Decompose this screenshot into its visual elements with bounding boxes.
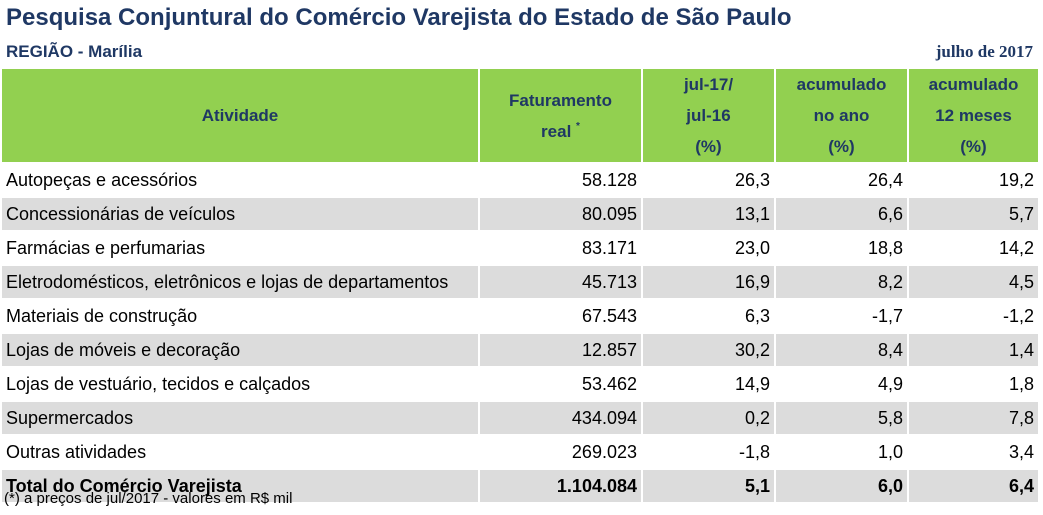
column-header-ytd-line2: no ano (813, 106, 870, 125)
revenue-cell: 434.094 (480, 400, 643, 434)
yoy-cell: 13,1 (643, 196, 776, 230)
total-12m-cell: 6,4 (909, 468, 1038, 502)
table-row: Outras atividades 269.023 -1,8 1,0 3,4 (2, 434, 1038, 468)
column-header-12m-line3: (%) (960, 137, 987, 156)
table-row: Concessionárias de veículos 80.095 13,1 … (2, 196, 1038, 230)
revenue-cell: 83.171 (480, 230, 643, 264)
12m-cell: 7,8 (909, 400, 1038, 434)
revenue-cell: 58.128 (480, 162, 643, 196)
yoy-cell: 16,9 (643, 264, 776, 298)
activity-cell: Materiais de construção (2, 298, 480, 332)
12m-cell: 1,8 (909, 366, 1038, 400)
page-title: Pesquisa Conjuntural do Comércio Varejis… (6, 4, 792, 31)
column-header-12m-line1: acumulado (928, 75, 1019, 94)
revenue-cell: 12.857 (480, 332, 643, 366)
total-yoy-cell: 5,1 (643, 468, 776, 502)
total-row: Total do Comércio Varejista 1.104.084 5,… (2, 468, 1038, 502)
12m-cell: 3,4 (909, 434, 1038, 468)
period-label: julho de 2017 (935, 42, 1033, 61)
table-row: Eletrodomésticos, eletrônicos e lojas de… (2, 264, 1038, 298)
yoy-cell: -1,8 (643, 434, 776, 468)
footnote: (*) a preços de jul/2017 - valores em R$… (4, 490, 293, 507)
yoy-cell: 0,2 (643, 400, 776, 434)
column-header-12m: acumulado 12 meses (%) (909, 69, 1038, 162)
revenue-cell: 269.023 (480, 434, 643, 468)
12m-cell: -1,2 (909, 298, 1038, 332)
ytd-cell: 4,9 (776, 366, 909, 400)
column-header-yoy: jul-17/ jul-16 (%) (643, 69, 776, 162)
column-header-ytd: acumulado no ano (%) (776, 69, 909, 162)
revenue-cell: 80.095 (480, 196, 643, 230)
column-header-ytd-line1: acumulado (796, 75, 887, 94)
column-header-ytd-line3: (%) (828, 137, 855, 156)
activity-cell: Outras atividades (2, 434, 480, 468)
table-row: Supermercados 434.094 0,2 5,8 7,8 (2, 400, 1038, 434)
activity-cell: Farmácias e perfumarias (2, 230, 480, 264)
revenue-cell: 53.462 (480, 366, 643, 400)
column-header-yoy-line1: jul-17/ (683, 75, 734, 94)
table-header-row: Atividade Faturamento real * jul-17/ jul… (2, 69, 1038, 162)
table-row: Materiais de construção 67.543 6,3 -1,7 … (2, 298, 1038, 332)
12m-cell: 19,2 (909, 162, 1038, 196)
activity-cell: Eletrodomésticos, eletrônicos e lojas de… (2, 264, 480, 298)
ytd-cell: 5,8 (776, 400, 909, 434)
12m-cell: 5,7 (909, 196, 1038, 230)
column-header-activity-label: Atividade (201, 106, 279, 125)
column-header-revenue-line2: real (541, 121, 572, 141)
column-header-12m-line2: 12 meses (935, 106, 1012, 125)
revenue-cell: 67.543 (480, 298, 643, 332)
activity-cell: Autopeças e acessórios (2, 162, 480, 196)
total-activity-cell: Total do Comércio Varejista (2, 468, 480, 502)
12m-cell: 14,2 (909, 230, 1038, 264)
retail-table: Atividade Faturamento real * jul-17/ jul… (2, 69, 1038, 502)
activity-cell: Lojas de vestuário, tecidos e calçados (2, 366, 480, 400)
table-row: Lojas de vestuário, tecidos e calçados 5… (2, 366, 1038, 400)
table-row: Lojas de móveis e decoração 12.857 30,2 … (2, 332, 1038, 366)
column-header-yoy-line2: jul-16 (686, 106, 731, 125)
table-row: Autopeças e acessórios 58.128 26,3 26,4 … (2, 162, 1038, 196)
12m-cell: 4,5 (909, 264, 1038, 298)
yoy-cell: 23,0 (643, 230, 776, 264)
ytd-cell: 8,2 (776, 264, 909, 298)
12m-cell: 1,4 (909, 332, 1038, 366)
yoy-cell: 6,3 (643, 298, 776, 332)
total-ytd-cell: 6,0 (776, 468, 909, 502)
ytd-cell: 1,0 (776, 434, 909, 468)
ytd-cell: 8,4 (776, 332, 909, 366)
yoy-cell: 14,9 (643, 366, 776, 400)
activity-cell: Lojas de móveis e decoração (2, 332, 480, 366)
ytd-cell: -1,7 (776, 298, 909, 332)
table-row: Farmácias e perfumarias 83.171 23,0 18,8… (2, 230, 1038, 264)
column-header-revenue-line1: Faturamento (509, 90, 612, 110)
region-label: REGIÃO - Marília (6, 42, 143, 61)
column-header-revenue: Faturamento real * (480, 69, 643, 162)
total-revenue-cell: 1.104.084 (480, 468, 643, 502)
ytd-cell: 26,4 (776, 162, 909, 196)
footnote-marker: * (576, 120, 580, 132)
yoy-cell: 26,3 (643, 162, 776, 196)
ytd-cell: 6,6 (776, 196, 909, 230)
yoy-cell: 30,2 (643, 332, 776, 366)
revenue-cell: 45.713 (480, 264, 643, 298)
ytd-cell: 18,8 (776, 230, 909, 264)
activity-cell: Supermercados (2, 400, 480, 434)
column-header-yoy-line3: (%) (695, 137, 722, 156)
activity-cell: Concessionárias de veículos (2, 196, 480, 230)
column-header-activity: Atividade (2, 69, 480, 162)
